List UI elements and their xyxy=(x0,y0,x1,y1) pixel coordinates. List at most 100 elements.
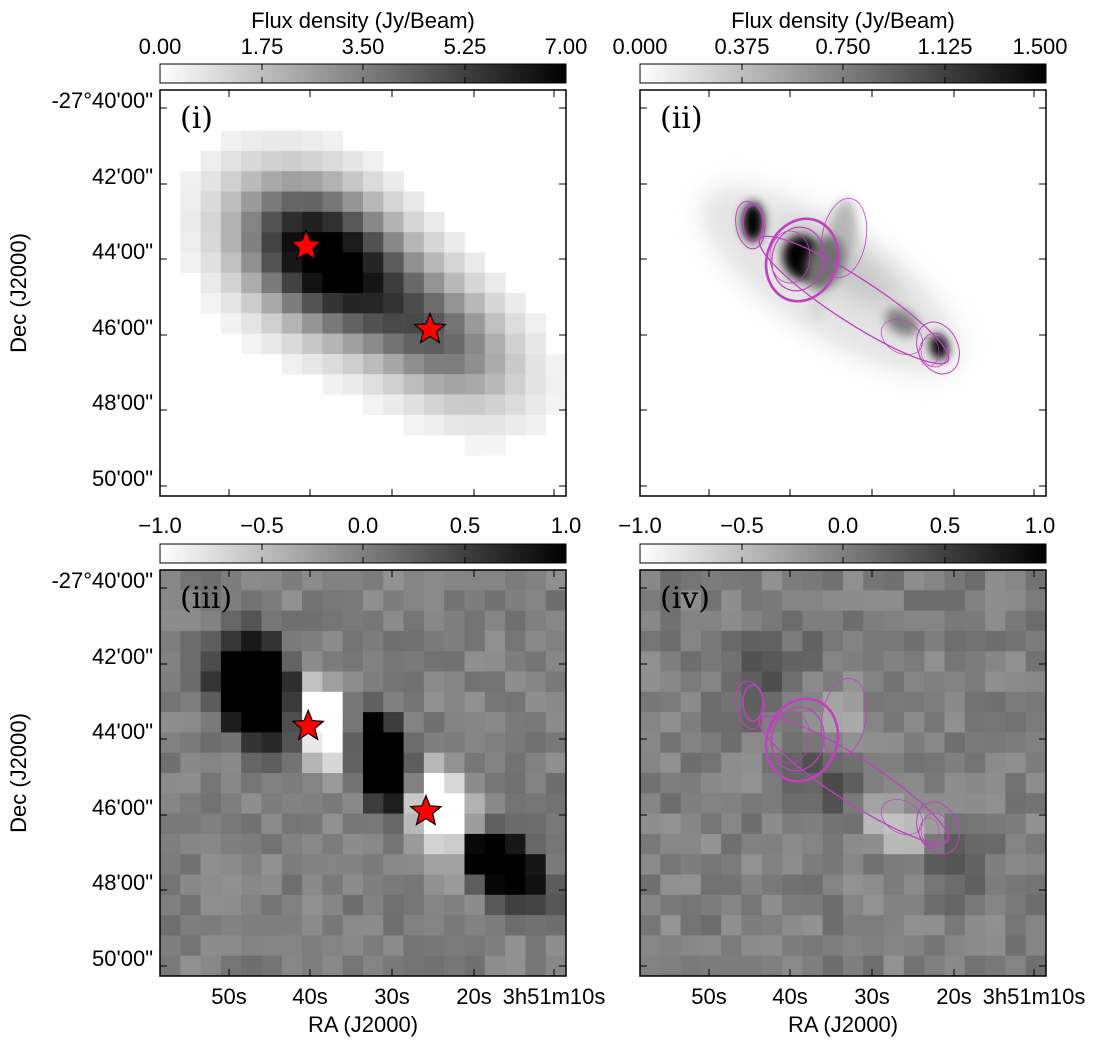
map-pixel xyxy=(241,313,262,334)
map-pixel xyxy=(383,610,404,632)
map-pixel xyxy=(985,732,1006,753)
map-pixel xyxy=(863,610,884,632)
xtick-iv-0: 50s xyxy=(691,984,726,1009)
map-pixel xyxy=(281,773,303,794)
ytick-iii-2: 44'00" xyxy=(92,719,153,744)
map-pixel xyxy=(822,793,844,814)
map-pixel xyxy=(903,570,925,591)
map-pixel xyxy=(782,651,803,672)
map-pixel xyxy=(322,955,343,977)
map-pixel xyxy=(484,590,506,611)
map-pixel xyxy=(741,813,763,835)
map-pixel xyxy=(423,211,445,233)
map-pixel xyxy=(782,874,803,896)
map-pixel xyxy=(180,854,201,875)
map-pixel xyxy=(863,894,884,916)
map-pixel xyxy=(721,610,742,632)
colorbar-iv-ticks xyxy=(741,544,946,563)
xtick-iii-1: 40s xyxy=(292,984,327,1009)
map-pixel xyxy=(863,773,884,794)
map-pixel xyxy=(363,590,384,611)
map-pixel xyxy=(903,732,925,753)
map-pixel xyxy=(342,915,364,936)
map-pixel xyxy=(423,894,445,916)
colorbar-ii-tick-2: 0.750 xyxy=(815,34,870,59)
map-pixel xyxy=(302,671,323,693)
map-pixel xyxy=(680,610,702,632)
map-pixel xyxy=(741,610,763,632)
map-pixel xyxy=(903,691,925,713)
map-pixel xyxy=(281,691,303,713)
map-pixel xyxy=(1025,915,1047,936)
map-pixel xyxy=(640,793,661,814)
map-pixel xyxy=(843,874,864,896)
map-pixel xyxy=(802,854,823,875)
ytick-iii-1: 42'00" xyxy=(92,644,153,669)
map-pixel xyxy=(505,732,526,753)
map-pixel xyxy=(160,813,181,835)
map-pixel xyxy=(281,732,303,753)
map-pixel xyxy=(220,293,242,314)
map-pixel xyxy=(241,252,262,273)
map-pixel xyxy=(180,630,201,652)
map-pixel xyxy=(423,935,445,956)
map-pixel xyxy=(403,935,425,956)
map-pixel xyxy=(761,813,783,835)
map-pixel xyxy=(180,191,201,213)
map-pixel xyxy=(220,313,242,334)
map-pixel xyxy=(160,854,181,875)
map-pixel xyxy=(660,854,681,875)
map-pixel xyxy=(721,955,742,977)
map-pixel xyxy=(843,854,864,875)
map-pixel xyxy=(883,712,905,733)
map-pixel xyxy=(525,691,546,713)
map-pixel xyxy=(721,894,742,916)
map-pixel xyxy=(484,435,506,456)
map-pixel xyxy=(660,874,681,896)
map-pixel xyxy=(403,374,425,395)
map-pixel xyxy=(200,712,222,733)
map-pixel xyxy=(383,793,404,814)
map-pixel xyxy=(281,813,303,835)
map-pixel xyxy=(423,671,445,693)
map-pixel xyxy=(640,915,661,936)
map-pixel xyxy=(383,894,404,916)
map-pixel xyxy=(363,211,384,233)
map-pixel xyxy=(180,793,201,814)
map-pixel xyxy=(383,732,404,753)
map-pixel xyxy=(241,833,262,855)
map-pixel xyxy=(261,130,283,152)
map-pixel xyxy=(383,590,404,611)
map-pixel xyxy=(505,691,526,713)
map-pixel xyxy=(964,570,986,591)
ytick-i-4: 48'00" xyxy=(92,390,153,415)
map-pixel xyxy=(302,171,323,192)
xtick-iii-4: 3h51m10s xyxy=(503,984,606,1009)
map-pixel xyxy=(363,651,384,672)
map-pixel xyxy=(363,854,384,875)
map-pixel xyxy=(802,833,823,855)
map-pixel xyxy=(660,793,681,814)
map-pixel xyxy=(944,854,966,875)
map-pixel xyxy=(903,854,925,875)
map-pixel xyxy=(342,570,364,591)
map-pixel xyxy=(220,232,242,253)
map-pixel xyxy=(241,570,262,591)
map-pixel xyxy=(721,590,742,611)
map-pixel xyxy=(464,874,486,896)
map-pixel xyxy=(863,874,884,896)
map-pixel xyxy=(525,935,546,956)
map-pixel xyxy=(843,833,864,855)
map-pixel xyxy=(985,773,1006,794)
map-pixel xyxy=(423,333,445,355)
map-pixel xyxy=(160,793,181,814)
map-pixel xyxy=(525,793,546,814)
map-pixel xyxy=(444,374,465,395)
map-pixel xyxy=(903,935,925,956)
panel-label-i: (i) xyxy=(180,101,213,136)
map-pixel xyxy=(761,691,783,713)
map-pixel xyxy=(261,313,283,334)
map-pixel xyxy=(160,833,181,855)
map-pixel xyxy=(964,854,986,875)
map-pixel xyxy=(863,712,884,733)
